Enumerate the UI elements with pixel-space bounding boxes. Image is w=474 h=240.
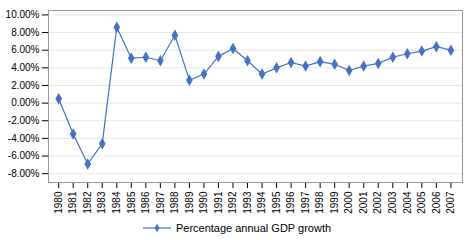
- svg-text:6.00%: 6.00%: [11, 44, 39, 55]
- svg-text:-8.00%: -8.00%: [8, 168, 40, 179]
- svg-text:1999: 1999: [329, 191, 340, 214]
- svg-text:1991: 1991: [213, 191, 224, 214]
- svg-text:1997: 1997: [300, 191, 311, 214]
- svg-text:2000: 2000: [343, 191, 354, 214]
- svg-text:2004: 2004: [402, 191, 413, 214]
- svg-text:1987: 1987: [155, 191, 166, 214]
- svg-text:2001: 2001: [358, 191, 369, 214]
- svg-text:2003: 2003: [387, 191, 398, 214]
- svg-text:1981: 1981: [67, 191, 78, 214]
- svg-text:1990: 1990: [198, 191, 209, 214]
- svg-text:-2.00%: -2.00%: [8, 115, 40, 126]
- svg-text:1989: 1989: [184, 191, 195, 214]
- html-text:Percentage annual GDP growth: Percentage annual GDP growth: [175, 222, 332, 234]
- svg-text:2005: 2005: [416, 191, 427, 214]
- svg-text:1985: 1985: [126, 191, 137, 214]
- svg-text:1986: 1986: [140, 191, 151, 214]
- svg-text:1982: 1982: [82, 191, 93, 214]
- svg-text:2007: 2007: [445, 191, 456, 214]
- svg-text:-6.00%: -6.00%: [8, 150, 40, 161]
- svg-text:1993: 1993: [242, 191, 253, 214]
- svg-text:1996: 1996: [285, 191, 296, 214]
- svg-text:2.00%: 2.00%: [11, 80, 39, 91]
- svg-text:1992: 1992: [227, 191, 238, 214]
- svg-text:2006: 2006: [431, 191, 442, 214]
- svg-text:1988: 1988: [169, 191, 180, 214]
- svg-text:1994: 1994: [256, 191, 267, 214]
- svg-text:1984: 1984: [111, 191, 122, 214]
- svg-text:-4.00%: -4.00%: [8, 133, 40, 144]
- svg-text:2002: 2002: [372, 191, 383, 214]
- svg-text:1980: 1980: [53, 191, 64, 214]
- svg-text:0.00%: 0.00%: [11, 97, 39, 108]
- svg-text:1995: 1995: [271, 191, 282, 214]
- svg-text:1998: 1998: [314, 191, 325, 214]
- svg-text:8.00%: 8.00%: [11, 27, 39, 38]
- svg-text:1983: 1983: [96, 191, 107, 214]
- svg-text:10.00%: 10.00%: [6, 9, 40, 20]
- svg-text:4.00%: 4.00%: [11, 62, 39, 73]
